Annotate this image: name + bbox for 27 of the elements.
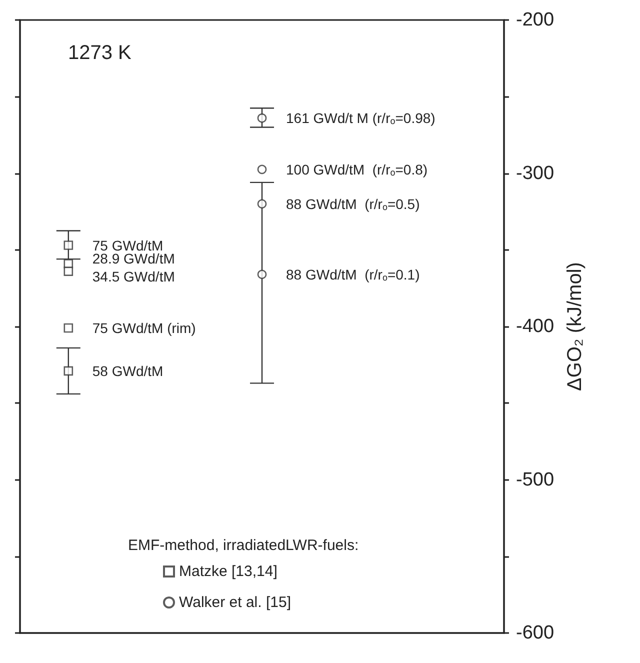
y-tick-label: -200 <box>516 10 554 30</box>
point <box>64 240 74 250</box>
annotation: 100 GWd/tM (r/ro=0.8) <box>286 161 428 178</box>
annotation: 88 GWd/tM (r/ro=0.1) <box>286 266 420 282</box>
annotation: 28.9 GWd/tM <box>92 250 175 266</box>
point <box>64 366 74 376</box>
legend-label: Walker et al. [15] <box>179 594 291 611</box>
annotation: 58 GWd/tM <box>92 362 164 379</box>
text: 1273 K <box>68 42 132 64</box>
annotation: 75 GWd/tM <box>92 237 164 254</box>
legend-title: EMF-method, irradiatedLWR-fuels: <box>128 537 359 554</box>
y-tick-label: -300 <box>516 162 554 184</box>
y-tick-label: -400 <box>516 316 554 337</box>
point <box>257 113 267 123</box>
annotation: 34.5 GWd/tM <box>92 268 175 284</box>
point <box>257 164 267 174</box>
legend-label: Matzke [13,14] <box>179 563 278 580</box>
point <box>257 199 267 209</box>
y-tick-label: -600 <box>516 622 554 644</box>
annotation: 75 GWd/tM (rim) <box>92 320 196 336</box>
annotation: 88 GWd/tM (r/ro=0.5) <box>286 196 420 212</box>
y-tick-label: -500 <box>516 469 554 490</box>
point <box>257 270 267 280</box>
y-axis-title: ΔGO₂ (kJ/mol) <box>564 262 586 391</box>
annotation: 161 GWd/t M (r/ro=0.98) <box>286 110 436 126</box>
point <box>64 266 74 276</box>
point <box>64 323 74 333</box>
